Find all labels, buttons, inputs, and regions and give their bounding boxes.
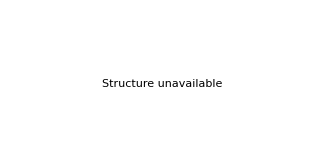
Text: Structure unavailable: Structure unavailable bbox=[102, 79, 223, 89]
